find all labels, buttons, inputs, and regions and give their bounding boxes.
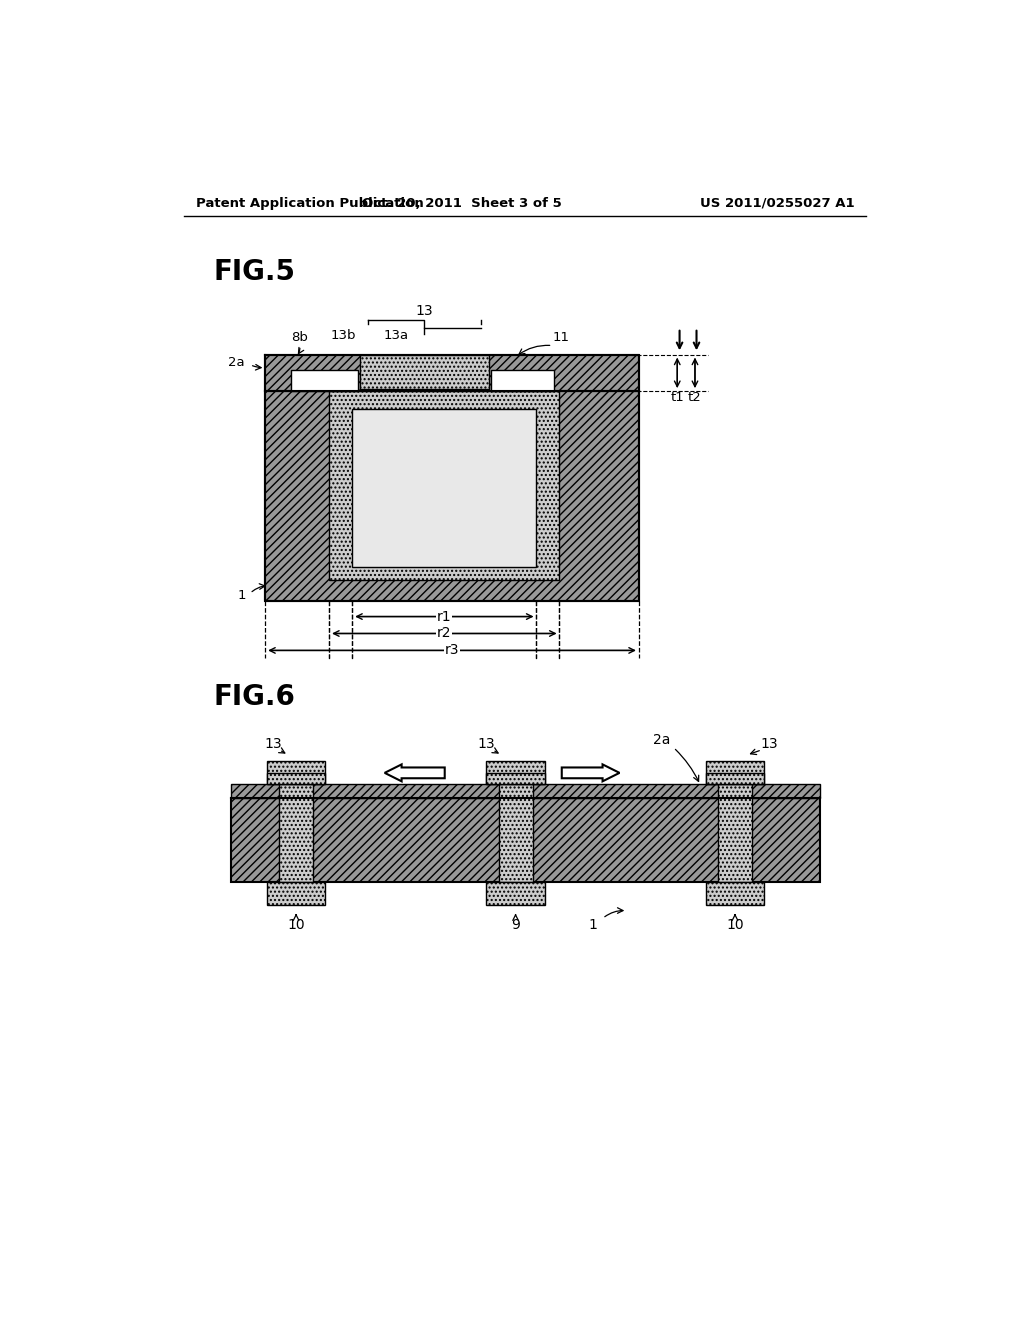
Text: 13: 13 (761, 737, 778, 751)
Text: FIG.6: FIG.6 (214, 684, 296, 711)
Text: Oct. 20, 2011  Sheet 3 of 5: Oct. 20, 2011 Sheet 3 of 5 (361, 197, 561, 210)
Bar (706, 760, 764, 784)
Bar (280, 784, 313, 882)
Text: r3: r3 (444, 643, 460, 657)
Bar (486, 760, 545, 784)
Text: 8b: 8b (292, 331, 308, 345)
Bar (490, 370, 554, 391)
Bar (360, 355, 488, 389)
Text: 10: 10 (726, 917, 743, 932)
FancyArrow shape (385, 764, 444, 781)
Bar (486, 882, 545, 906)
Bar (499, 784, 532, 882)
Bar (267, 882, 326, 906)
Bar (265, 391, 639, 601)
Text: 13a: 13a (383, 329, 409, 342)
Text: 1: 1 (588, 917, 597, 932)
Text: 9: 9 (511, 917, 520, 932)
Bar (292, 370, 357, 391)
Text: 10: 10 (288, 917, 305, 932)
Bar (706, 774, 764, 784)
Text: 11: 11 (553, 331, 569, 345)
Bar (718, 784, 752, 882)
Text: Patent Application Publication: Patent Application Publication (196, 197, 424, 210)
Bar (230, 784, 819, 797)
Bar (267, 760, 326, 784)
Text: r2: r2 (437, 627, 452, 640)
Text: 13b: 13b (331, 329, 356, 342)
Text: FIG.5: FIG.5 (214, 259, 296, 286)
Bar (230, 797, 819, 882)
FancyArrow shape (562, 764, 620, 781)
Text: 13: 13 (477, 737, 496, 751)
Text: 13: 13 (416, 304, 433, 318)
Text: r1: r1 (437, 610, 452, 623)
Text: 1: 1 (238, 589, 246, 602)
Text: 2a: 2a (228, 356, 245, 370)
Bar (330, 391, 559, 581)
Text: 2a: 2a (653, 733, 671, 747)
Text: t1: t1 (671, 391, 684, 404)
Bar (352, 409, 537, 566)
Text: US 2011/0255027 A1: US 2011/0255027 A1 (699, 197, 854, 210)
Bar (267, 774, 326, 784)
Bar (486, 774, 545, 784)
Bar (706, 882, 764, 906)
Text: 13: 13 (264, 737, 282, 751)
Text: t2: t2 (688, 391, 701, 404)
Bar (265, 355, 639, 391)
